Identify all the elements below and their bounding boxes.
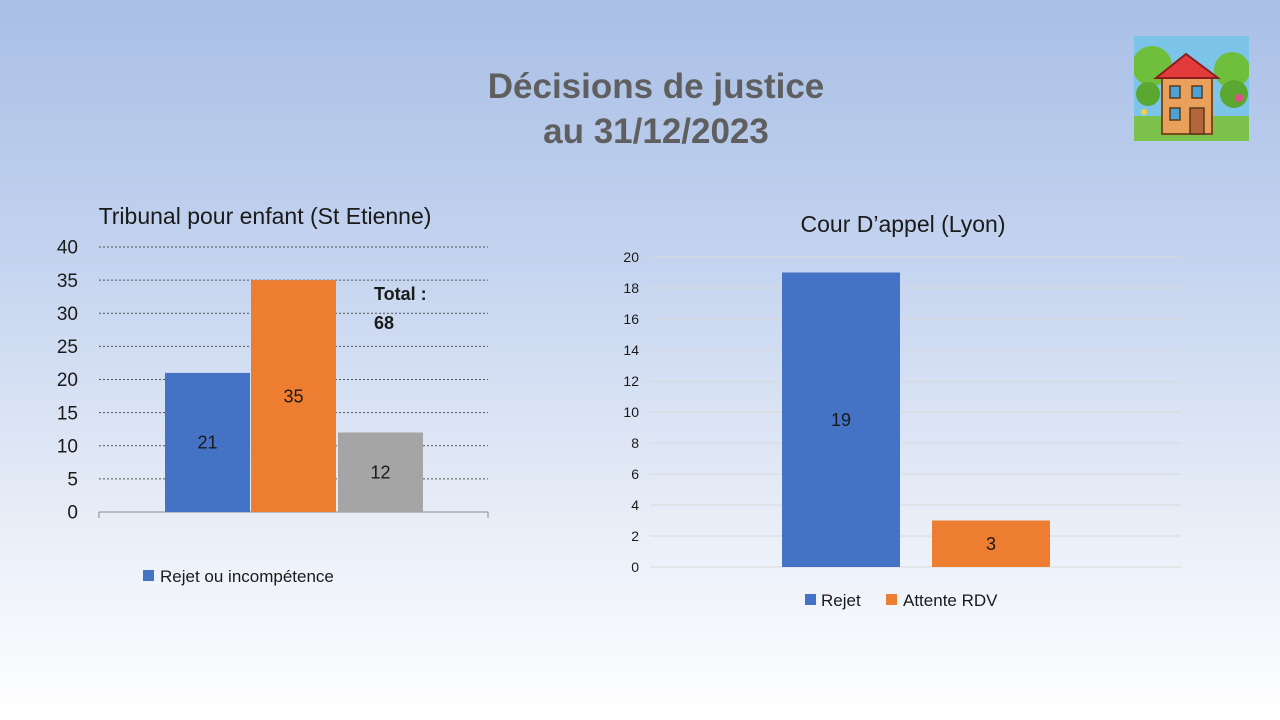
y-tick-label: 10: [57, 436, 78, 457]
chart2-bars: [782, 272, 1050, 567]
chart2-legend-label-attente: Attente RDV: [903, 591, 998, 610]
y-tick-label: 12: [623, 373, 639, 389]
y-tick-label: 20: [57, 370, 78, 391]
y-tick-label: 40: [57, 238, 78, 259]
y-tick-label: 20: [623, 249, 639, 265]
chart2-gridlines: [650, 256, 1181, 568]
data-label: 12: [370, 463, 390, 483]
chart2-legend-swatch-rejet: [805, 594, 816, 605]
chart1-bars: [165, 280, 423, 512]
y-tick-label: 6: [631, 466, 639, 482]
y-tick-label: 2: [631, 528, 639, 544]
data-label: 19: [831, 410, 851, 430]
y-tick-label: 30: [57, 304, 78, 325]
y-tick-label: 14: [623, 342, 639, 358]
y-tick-label: 10: [623, 404, 639, 420]
cartoon-house-logo-icon: [1132, 36, 1250, 141]
bar: [338, 432, 423, 512]
chart2-y-axis: 0 2 4 6 8 10 12 14 16 18 20: [623, 249, 639, 575]
slide-title-line2: au 31/12/2023: [543, 112, 769, 151]
chart1-legend-swatch: [143, 570, 154, 581]
slide-title: Décisions de justice au 31/12/2023: [0, 64, 1280, 154]
chart1-title: Tribunal pour enfant (St Etienne): [99, 203, 432, 229]
chart1-data-labels: 21 35 12: [197, 386, 390, 482]
bar: [251, 280, 336, 512]
y-tick-label: 35: [57, 271, 78, 292]
data-label: 21: [197, 433, 217, 453]
y-tick-label: 18: [623, 280, 639, 296]
chart1-legend-label: Rejet ou incompétence: [160, 567, 334, 586]
chart2-legend-label-rejet: Rejet: [821, 591, 861, 610]
bar: [165, 372, 250, 512]
chart1-total-value: 68: [374, 313, 394, 333]
bar: [932, 520, 1050, 567]
y-tick-label: 15: [57, 403, 78, 424]
chart2-title: Cour D’appel (Lyon): [801, 211, 1006, 237]
y-tick-label: 8: [631, 435, 639, 451]
slide-title-line1: Décisions de justice: [487, 67, 825, 106]
y-tick-label: 4: [631, 497, 639, 513]
chart2-legend-swatch-attente: [886, 594, 897, 605]
y-tick-label: 0: [67, 503, 78, 524]
y-tick-label: 25: [57, 337, 78, 358]
y-tick-label: 16: [623, 311, 639, 327]
chart2-data-labels: 19 3: [831, 410, 996, 554]
data-label: 35: [283, 386, 303, 406]
data-label: 3: [986, 534, 996, 554]
y-tick-label: 5: [67, 470, 78, 491]
chart1-total-label: Total :: [374, 284, 427, 304]
chart1-y-axis: 0 5 10 15 20 25 30 35 40: [57, 238, 78, 524]
bar: [782, 272, 900, 567]
y-tick-label: 0: [631, 559, 639, 575]
